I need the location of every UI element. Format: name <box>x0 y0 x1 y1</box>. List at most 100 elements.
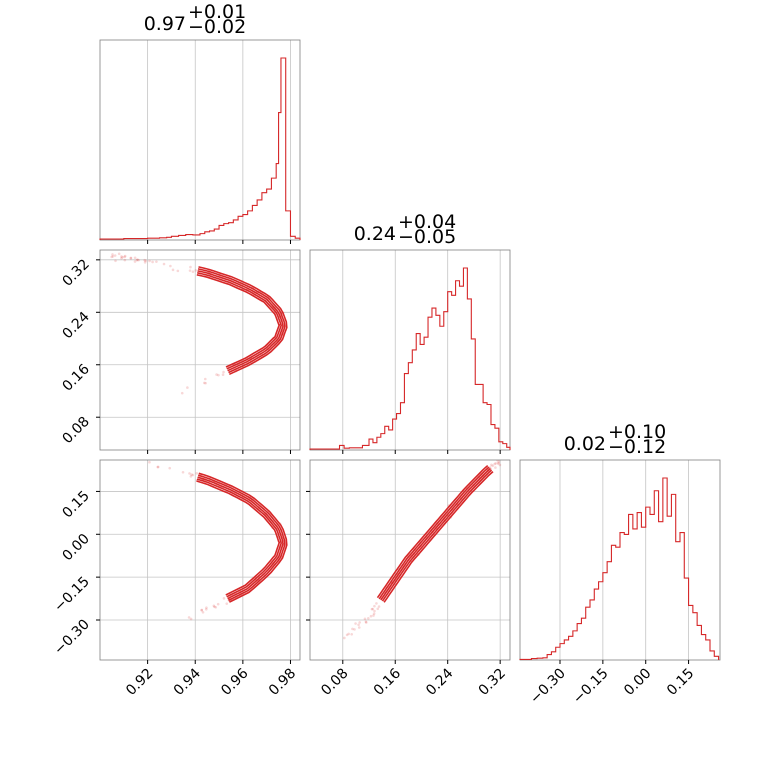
sample-point <box>363 617 367 621</box>
pair-panel-0-1 <box>99 249 301 454</box>
sample-point <box>488 466 492 469</box>
sample-point <box>195 472 199 475</box>
contour-line <box>376 464 489 599</box>
sample-point <box>369 614 373 618</box>
sample-point <box>188 269 192 272</box>
title-median: 0.24 <box>354 223 396 245</box>
sample-point <box>351 627 354 631</box>
title-median: 0.97 <box>144 13 186 35</box>
sample-point <box>169 264 172 268</box>
sample-point <box>203 381 206 385</box>
sample-point <box>156 465 159 469</box>
title-lower-error: −0.05 <box>398 226 456 248</box>
sample-point <box>123 255 126 259</box>
sample-point <box>148 460 151 464</box>
panel-frame <box>309 249 511 451</box>
panel-frame <box>99 459 301 661</box>
sample-point <box>364 620 368 624</box>
contour-line <box>196 478 283 598</box>
sample-point <box>358 621 361 624</box>
sample-point <box>148 259 151 263</box>
x-tick-label: 0.24 <box>423 665 456 698</box>
x-tick-label: 0.08 <box>318 666 351 699</box>
sample-point <box>200 608 204 612</box>
sample-point <box>375 602 378 605</box>
sample-point <box>376 607 380 611</box>
sample-point <box>498 463 502 467</box>
sample-point <box>176 269 180 273</box>
histogram-step-2 <box>519 477 720 661</box>
sample-point <box>372 614 375 617</box>
sample-point <box>113 254 117 257</box>
y-tick-label: 0.15 <box>59 488 92 521</box>
contour-line <box>196 480 281 596</box>
histogram-step-0 <box>99 57 301 240</box>
sample-point <box>123 258 127 262</box>
y-tick-label: 0.16 <box>59 361 92 394</box>
x-tick-label: 0.94 <box>171 665 204 698</box>
sample-point <box>133 256 137 260</box>
sample-point <box>490 463 493 467</box>
sample-point <box>497 461 500 465</box>
sample-point <box>110 255 113 259</box>
contour-line <box>198 472 288 603</box>
title-upper-error: +0.01 <box>188 1 246 23</box>
sample-point <box>201 610 205 614</box>
sample-point <box>214 605 218 609</box>
pair-panel-0-2 <box>99 451 301 664</box>
contour-line <box>383 470 494 603</box>
y-tick-label: −0.30 <box>51 617 93 659</box>
panel-content <box>343 457 504 640</box>
sample-point <box>111 255 115 258</box>
sample-point <box>217 373 220 377</box>
x-tick-label: −0.30 <box>527 666 569 708</box>
sample-point <box>180 391 184 395</box>
title-upper-error: +0.04 <box>398 211 456 233</box>
sample-point <box>212 604 216 608</box>
sample-point <box>215 373 218 376</box>
sample-point <box>494 466 497 469</box>
sample-point <box>129 256 133 260</box>
sample-point <box>114 259 117 263</box>
y-tick-label: 0.08 <box>59 414 92 447</box>
sample-point <box>151 260 154 264</box>
contour-line <box>378 466 490 600</box>
sample-point <box>367 617 370 620</box>
contour-line <box>197 270 284 372</box>
sample-point <box>200 608 203 612</box>
panel-content <box>111 451 288 621</box>
sample-point <box>216 602 220 606</box>
sample-point <box>126 453 129 456</box>
x-tick-label: 0.32 <box>476 666 509 699</box>
contour-line <box>196 274 281 368</box>
panel-frame <box>309 459 511 661</box>
sample-point <box>372 612 376 615</box>
sample-point <box>213 605 216 609</box>
y-tick-label: 0.00 <box>59 531 92 564</box>
sample-point <box>111 451 114 454</box>
sample-point <box>143 261 147 264</box>
contour-line <box>198 266 288 376</box>
sample-point <box>357 626 361 629</box>
hist-panel-1: 0.24+0.04−0.05 <box>309 211 511 454</box>
sample-point <box>364 621 368 624</box>
sample-point <box>204 607 208 611</box>
sample-point <box>497 460 501 463</box>
x-tick-label: 0.96 <box>218 665 251 698</box>
sample-point <box>135 258 139 262</box>
sample-point <box>497 457 500 460</box>
panel-frame <box>99 39 301 241</box>
sample-point <box>120 256 123 260</box>
x-tick-label: 0.16 <box>371 665 404 698</box>
sample-point <box>350 632 354 636</box>
sample-point <box>222 370 225 374</box>
sample-point <box>357 623 360 627</box>
sample-point <box>194 269 198 272</box>
sample-point <box>162 262 166 266</box>
histogram-step-1 <box>309 267 511 450</box>
title-lower-error: −0.02 <box>188 16 246 38</box>
sample-point <box>377 605 381 608</box>
sample-point <box>171 268 175 272</box>
sample-point <box>222 597 226 600</box>
